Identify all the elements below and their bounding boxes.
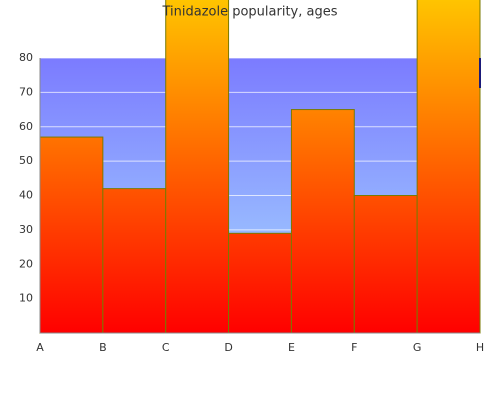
x-tick-label: D [224,341,232,354]
y-tick-label: 80 [19,51,33,64]
y-tick-label: 50 [19,154,33,167]
y-tick-label: 20 [19,257,33,270]
x-tick-label: C [162,341,170,354]
y-tick-label: 30 [19,223,33,236]
x-tick-label: B [99,341,107,354]
y-tick-label: 10 [19,292,33,305]
y-tick-label: 70 [19,85,33,98]
step-area-segment [102,188,167,334]
step-area-segment [165,0,230,334]
x-tick-label: G [413,341,422,354]
y-tick-label: 40 [19,189,33,202]
step-area-segment [290,109,355,334]
chart-title: Tinidazole popularity, ages [161,5,337,20]
step-area-segment [39,136,104,334]
step-area-segment [228,232,292,334]
x-tick-label: H [476,341,484,354]
x-tick-label: A [36,341,44,354]
step-area-segment [353,195,418,334]
y-tick-label: 60 [19,120,33,133]
x-tick-label: E [288,341,295,354]
x-tick-label: F [351,341,357,354]
step-area-segment [416,0,481,334]
